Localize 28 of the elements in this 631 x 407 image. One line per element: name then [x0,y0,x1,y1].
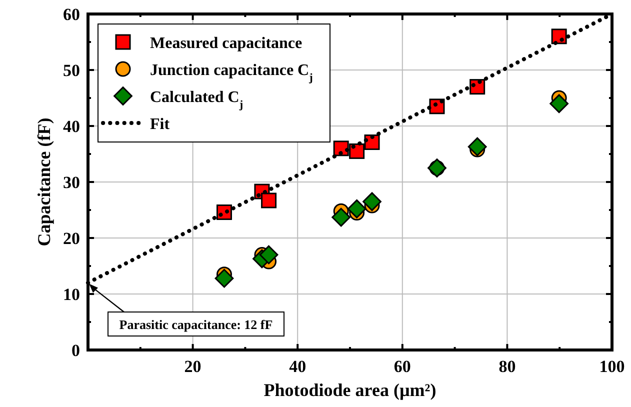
y-tick-label: 60 [63,5,80,24]
x-tick-label: 40 [289,357,306,376]
point [550,94,569,114]
y-tick-label: 20 [63,229,80,248]
x-axis-title: Photodiode area (µm²) [264,380,436,400]
legend-label: Measured capacitance [150,35,302,52]
x-tick-label: 100 [599,357,625,376]
legend-label: Fit [150,116,170,133]
point [332,208,351,227]
point [214,268,234,288]
y-tick-label: 30 [63,173,80,192]
legend-label: Junction capacitance C$_{j}$ [150,62,314,84]
point [261,192,277,208]
point [468,137,487,156]
y-tick-label: 50 [63,61,80,80]
point [259,245,278,264]
x-tick-label: 20 [184,357,202,376]
x-tick-label: 60 [394,357,411,376]
y-tick-label: 0 [72,341,80,360]
point [362,192,382,212]
point [349,143,365,159]
y-tick-label: 10 [63,285,80,304]
legend-label: Calculated C$_{j}$ [150,89,244,111]
y-tick-label: 40 [63,117,80,136]
y-axis-title: Capacitance (fF) [34,118,54,246]
annotation: Parasitic capacitance: 12 fF [119,317,273,332]
x-tick-label: 80 [498,357,516,376]
point [347,199,366,218]
